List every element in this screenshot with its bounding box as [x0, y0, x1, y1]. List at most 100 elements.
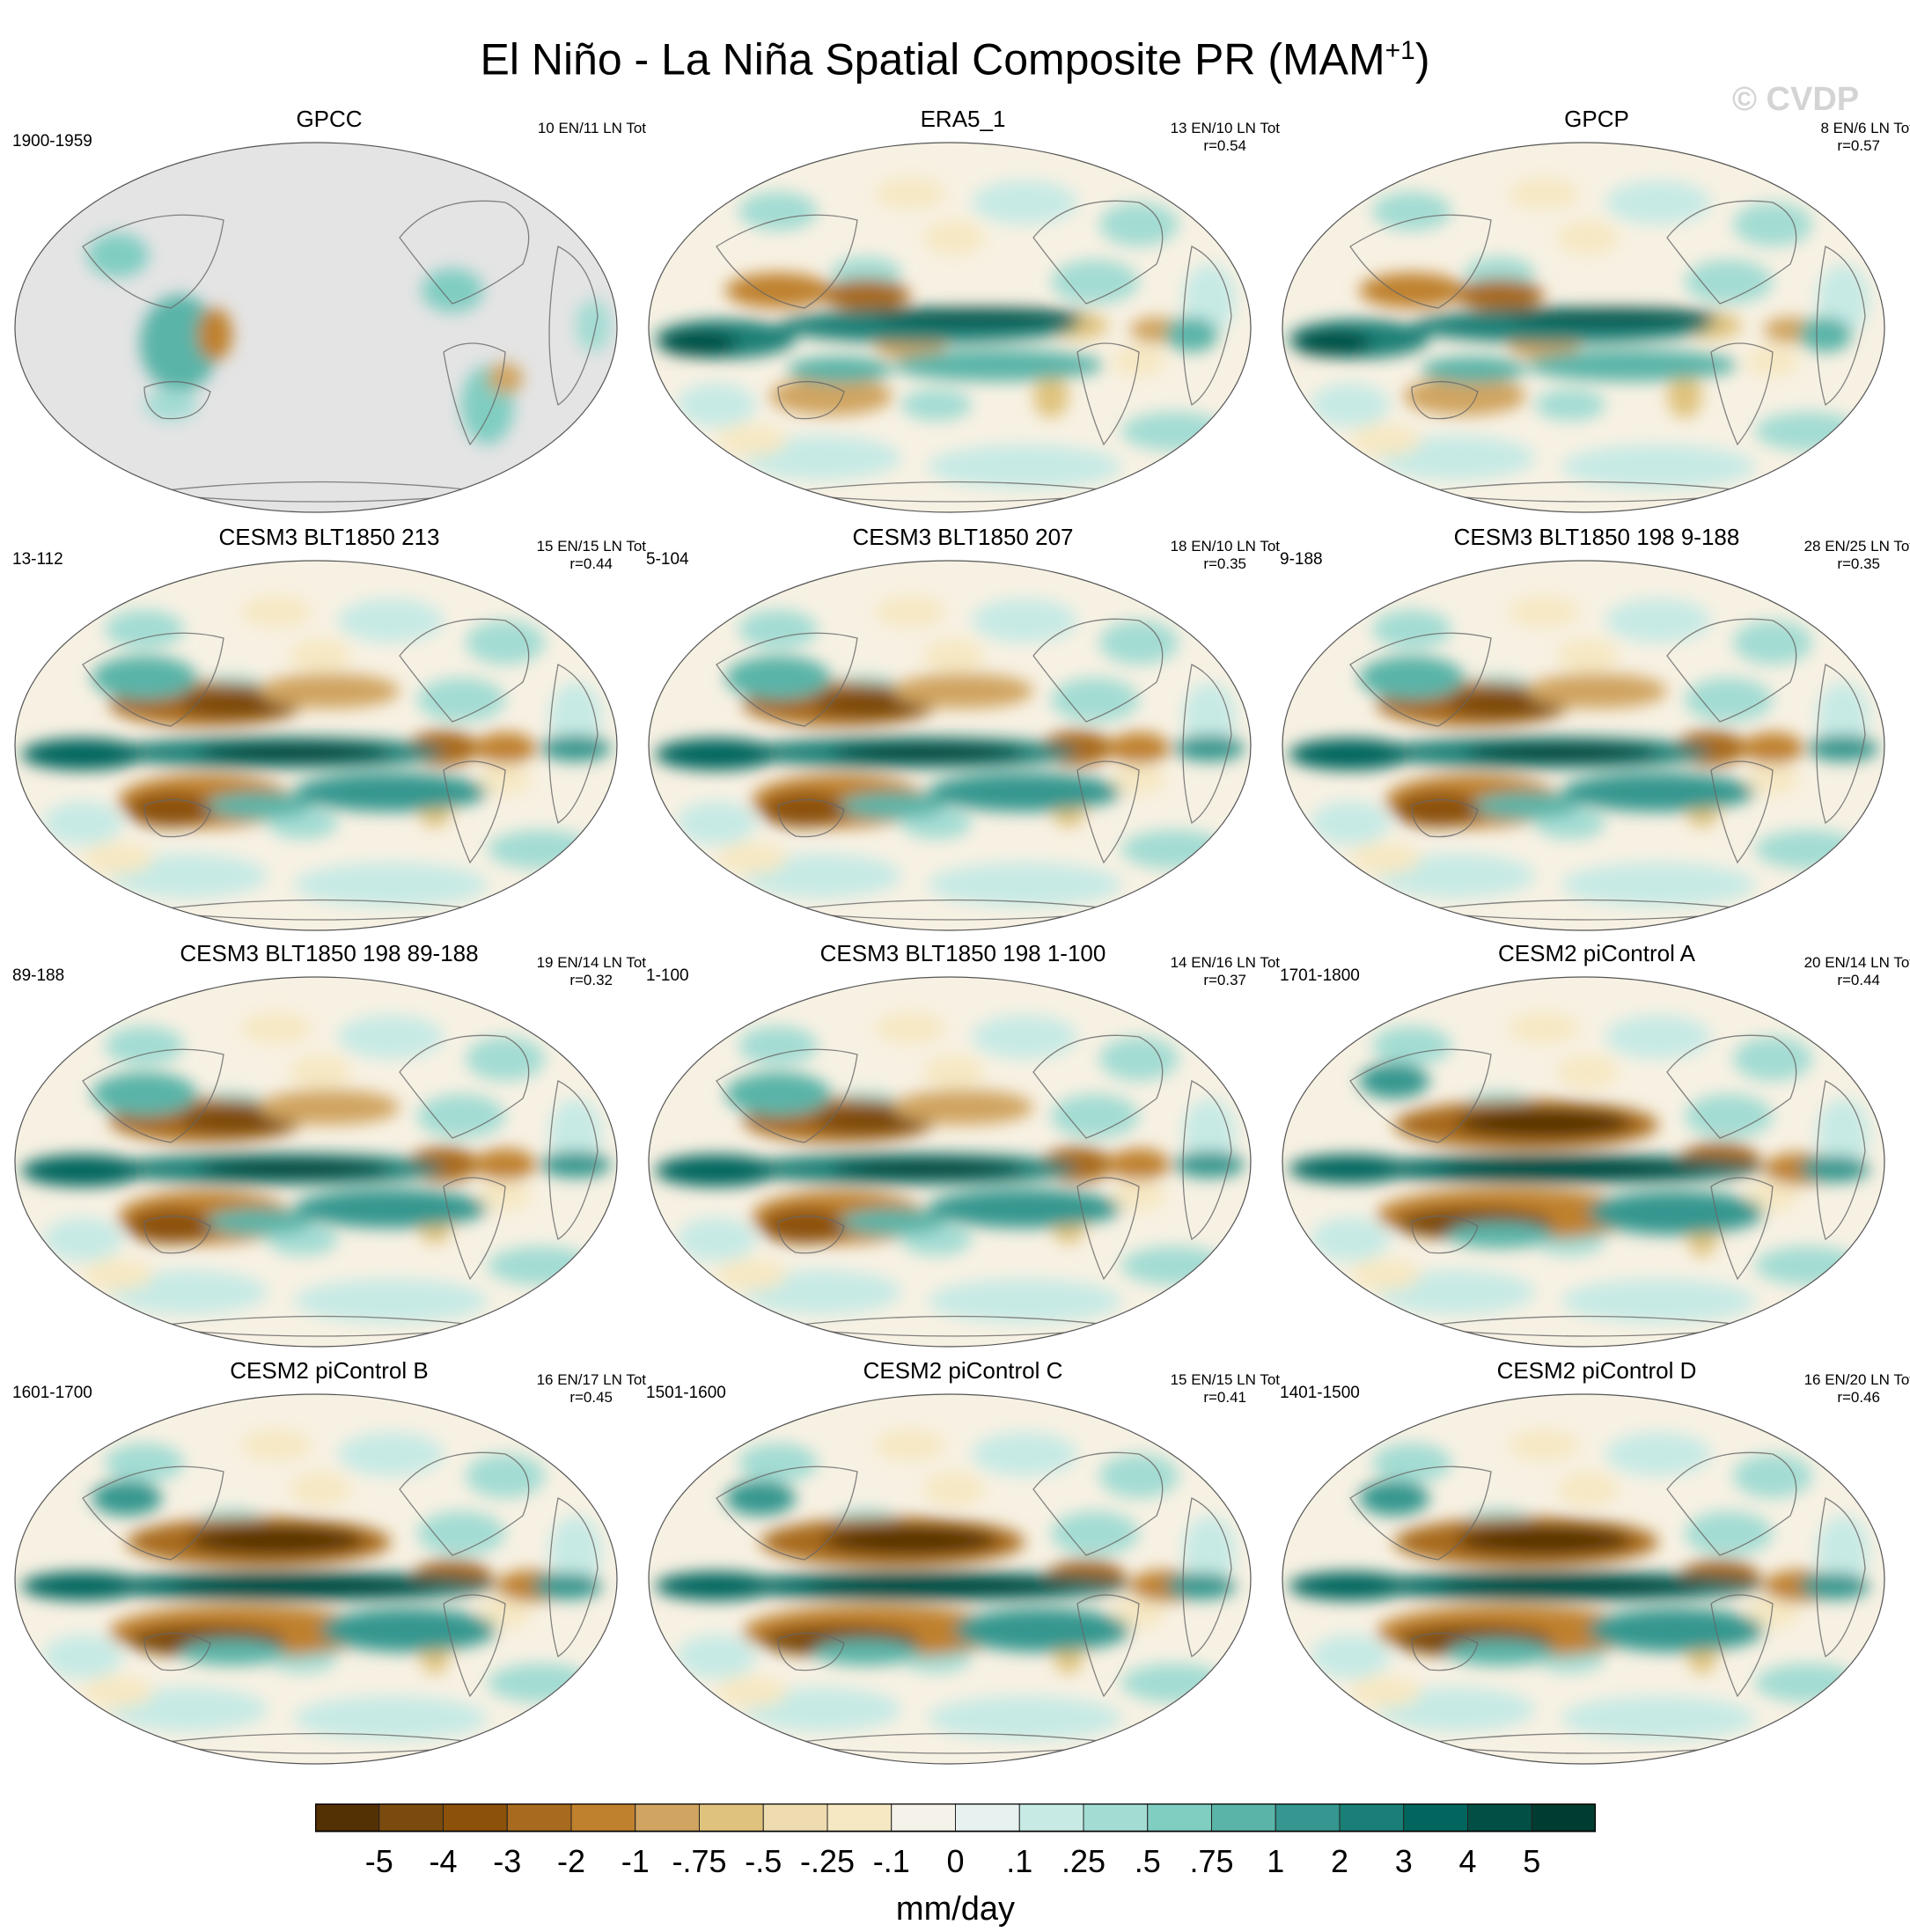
- map-panel: CESM3 BLT1850 198 1-100 1-100 14 EN/16 LN …: [646, 940, 1280, 1355]
- precip-anomaly-blob: [576, 299, 611, 352]
- precip-anomaly-blob: [1051, 678, 1139, 722]
- panel-event-counts: 16 EN/20 LN Tot: [1803, 1371, 1910, 1388]
- precip-anomaly-blob: [875, 178, 945, 209]
- precip-anomaly-blob: [1561, 444, 1755, 489]
- precip-anomaly-blob: [1311, 1217, 1390, 1261]
- precip-anomaly-blob: [1755, 1664, 1861, 1702]
- precip-anomaly-blob: [725, 1480, 796, 1516]
- coastline: [399, 200, 530, 305]
- precip-anomaly-blob: [488, 1246, 593, 1285]
- precip-anomaly-blob: [1509, 1429, 1579, 1461]
- map-border: [648, 142, 1252, 513]
- precip-anomaly-blob: [1561, 863, 1755, 907]
- precip-anomaly-blob: [92, 1480, 162, 1516]
- robinson-map: [14, 142, 618, 513]
- precip-anomaly-blob: [738, 610, 818, 649]
- precip-anomaly-blob: [1372, 610, 1451, 649]
- colorbar-tick-label: -3: [493, 1843, 521, 1879]
- map-border: [14, 976, 618, 1348]
- colorbar-bin: [1211, 1803, 1276, 1833]
- colorbar-tick-label: 5: [1523, 1843, 1540, 1879]
- colorbar-bin: [699, 1803, 764, 1833]
- title-superscript: +1: [1385, 36, 1415, 65]
- panel-event-counts: 15 EN/15 LN Tot: [536, 538, 646, 555]
- panel-title: GPCC: [296, 106, 363, 132]
- coastline: [777, 1215, 845, 1254]
- precip-anomaly-blob: [738, 1443, 818, 1482]
- coastline: [1666, 1034, 1797, 1139]
- precip-anomaly-blob: [540, 735, 611, 761]
- coastline: [1032, 618, 1164, 723]
- precip-anomaly-blob: [1447, 1222, 1553, 1248]
- map-border: [14, 1393, 618, 1765]
- colorbar-tick-label: -4: [429, 1843, 457, 1879]
- colorbar-tick-label: .25: [1062, 1843, 1106, 1879]
- precip-anomaly-blob: [180, 1639, 285, 1665]
- colorbar-svg: -5 -4 -3 -2 -1 -.75 -.5 -.25 -.1 0 .1 .25 .5 .75 1 2 3 4 5: [315, 1803, 1596, 1879]
- precip-anomaly-blob: [893, 1090, 1033, 1125]
- colorbar-bin: [443, 1803, 508, 1833]
- map-panel: CESM2 piControl A 1701-1800 20 EN/14 LN To…: [1280, 940, 1910, 1355]
- precip-anomaly-blob: [1755, 412, 1861, 451]
- precip-anomaly-blob: [140, 295, 219, 392]
- precip-anomaly-blob: [1113, 1179, 1165, 1211]
- precip-anomaly-blob: [1174, 735, 1245, 761]
- colorbar-tick-label: -1: [621, 1843, 650, 1879]
- coastline: [1032, 1451, 1164, 1556]
- precip-anomaly-blob: [1183, 682, 1236, 753]
- panel-event-counts: 10 EN/11 LN Tot: [537, 120, 646, 136]
- precip-anomaly-blob: [875, 308, 1086, 326]
- precip-anomaly-blob: [417, 678, 505, 722]
- coastline: [443, 342, 506, 446]
- precip-anomaly-blob: [677, 1217, 756, 1261]
- coastline: [716, 1048, 858, 1143]
- precip-anomaly-blob: [923, 638, 985, 673]
- panel-title: CESM2 piControl C: [863, 1357, 1063, 1384]
- precip-anomaly-blob: [1099, 621, 1179, 665]
- coastline: [1411, 380, 1479, 420]
- coastline: [1816, 246, 1866, 407]
- title-suffix: ): [1414, 34, 1430, 84]
- precip-anomaly-blob: [241, 596, 312, 628]
- map-panel: CESM3 BLT1850 198 89-188 89-188 19 EN/14 L…: [12, 940, 646, 1355]
- precip-anomaly-blob: [1165, 317, 1218, 352]
- coastline: [399, 1034, 530, 1139]
- precip-anomaly-blob: [294, 863, 488, 907]
- precip-anomaly-blob: [338, 599, 444, 643]
- colorbar-bin: [506, 1803, 572, 1833]
- precip-anomaly-blob: [875, 1429, 945, 1461]
- colorbar-tick-label: -.5: [745, 1843, 782, 1879]
- coastline: [443, 760, 506, 864]
- colorbar-tick-label: .1: [1006, 1843, 1032, 1879]
- panel-title: CESM2 piControl D: [1496, 1357, 1697, 1384]
- precip-anomaly-blob: [655, 738, 778, 770]
- precip-anomaly-blob: [1746, 1179, 1799, 1211]
- coastline: [777, 380, 845, 420]
- panel-correlation: r=0.35: [1837, 555, 1880, 572]
- coastline: [1349, 1466, 1492, 1561]
- panel-correlation: r=0.44: [569, 555, 613, 572]
- precip-anomaly-blob: [338, 1015, 444, 1059]
- coastline: [143, 1215, 211, 1254]
- panel-period: 1501-1600: [646, 1384, 726, 1402]
- precip-anomaly-blob: [1311, 1634, 1390, 1679]
- precip-anomaly-blob: [901, 389, 972, 421]
- precip-anomaly-blob: [1108, 732, 1170, 764]
- precip-anomaly-blob: [928, 1696, 1121, 1740]
- precip-anomaly-blob: [1051, 260, 1139, 304]
- precip-anomaly-blob: [294, 1189, 488, 1228]
- coastline: [1076, 1594, 1140, 1698]
- precip-anomaly-blob: [928, 1279, 1121, 1323]
- coastline: [143, 380, 211, 420]
- precip-anomaly-blob: [1350, 424, 1421, 456]
- coastline: [1710, 760, 1774, 864]
- precip-anomaly-blob: [1509, 1012, 1579, 1044]
- map-border: [1282, 1393, 1885, 1765]
- precip-anomaly-blob: [197, 308, 232, 361]
- map-border: [1282, 976, 1885, 1348]
- precip-anomaly-blob: [1557, 638, 1619, 673]
- precip-anomaly-blob: [1372, 1443, 1451, 1482]
- precip-anomaly-blob: [1350, 1259, 1421, 1290]
- panel-title: GPCP: [1564, 106, 1629, 132]
- precip-anomaly-blob: [1456, 279, 1544, 311]
